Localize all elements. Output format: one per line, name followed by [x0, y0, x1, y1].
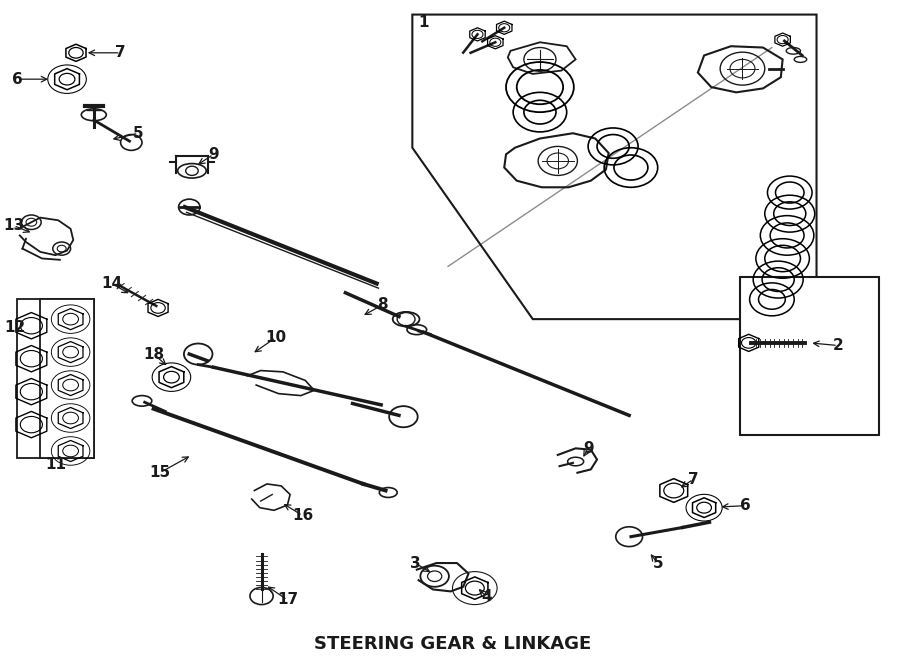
- Text: 7: 7: [688, 472, 698, 487]
- Text: 9: 9: [583, 441, 593, 456]
- Text: 17: 17: [277, 592, 298, 608]
- Bar: [17, 299, 94, 457]
- Text: 6: 6: [740, 498, 751, 513]
- Bar: [40, 299, 94, 457]
- Text: 11: 11: [45, 457, 66, 471]
- Text: 9: 9: [208, 147, 219, 162]
- Text: 7: 7: [115, 45, 126, 60]
- Bar: [740, 277, 879, 435]
- Text: 14: 14: [101, 276, 122, 291]
- Text: 18: 18: [143, 347, 164, 361]
- Text: 2: 2: [832, 338, 843, 353]
- Text: STEERING GEAR & LINKAGE: STEERING GEAR & LINKAGE: [314, 635, 591, 653]
- Text: 10: 10: [266, 330, 286, 345]
- Text: 15: 15: [149, 465, 170, 480]
- Text: 5: 5: [652, 555, 663, 571]
- Text: 6: 6: [12, 71, 22, 87]
- Text: 3: 3: [410, 555, 420, 571]
- Text: 13: 13: [3, 218, 24, 233]
- Text: 8: 8: [378, 297, 388, 312]
- Text: 1: 1: [418, 15, 429, 30]
- Text: 4: 4: [482, 589, 491, 604]
- Text: 16: 16: [292, 508, 313, 523]
- Text: 5: 5: [133, 126, 144, 141]
- Text: 12: 12: [4, 320, 26, 335]
